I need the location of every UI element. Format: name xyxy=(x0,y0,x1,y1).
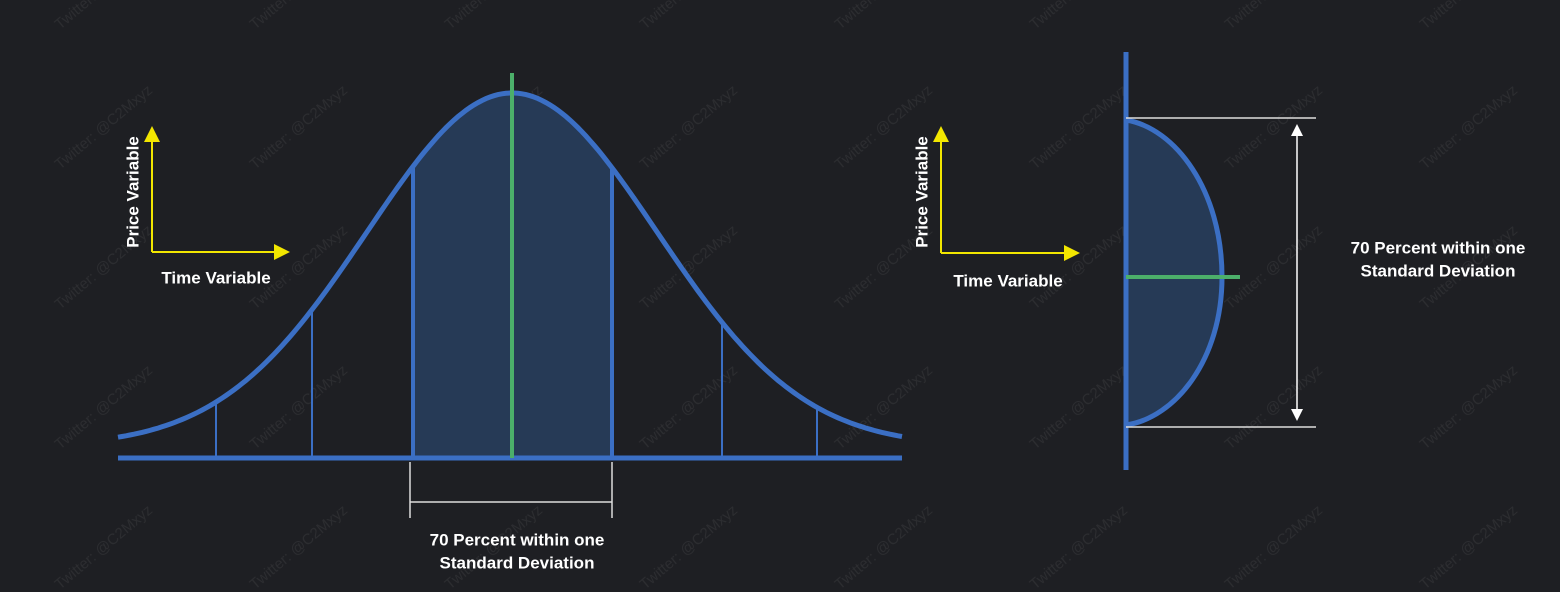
annotation: Standard Deviation xyxy=(1361,261,1516,280)
y-axis-label: Price Variable xyxy=(123,136,142,248)
y-axis-label: Price Variable xyxy=(912,136,931,248)
annotation: 70 Percent within one xyxy=(430,530,605,549)
annotation: Standard Deviation xyxy=(440,553,595,572)
x-axis-label: Time Variable xyxy=(953,271,1062,290)
bell-curve xyxy=(117,73,903,461)
annotation: 70 Percent within one xyxy=(1351,238,1526,257)
x-axis-label: Time Variable xyxy=(161,268,270,287)
